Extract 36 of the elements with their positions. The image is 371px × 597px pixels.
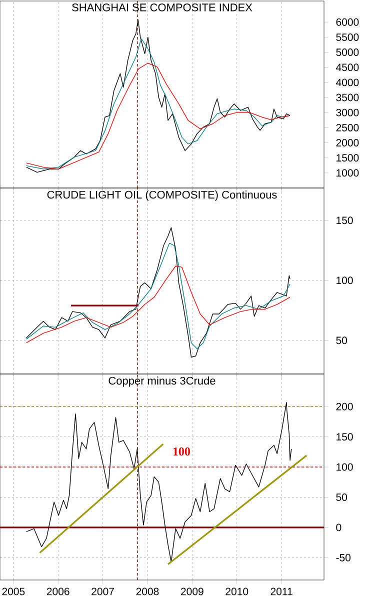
y-tick-label: 50 (336, 336, 348, 344)
y-tick-label: 4000 (336, 78, 359, 86)
y-tick-label: 50 (336, 494, 348, 501)
y-tick-label: 100 (336, 463, 353, 471)
y-tick-label: -50 (336, 554, 351, 562)
y-tick-label: 2500 (336, 124, 359, 132)
line-series (26, 402, 292, 562)
y-tick-label: 3500 (336, 94, 359, 102)
chart-title: SHANGHAI SE COMPOSITE INDEX (72, 4, 252, 12)
x-tick-label: 2006 (46, 588, 70, 596)
y-tick-label: 150 (336, 216, 353, 224)
x-tick-label: 2009 (181, 588, 204, 596)
line-series (26, 62, 290, 170)
y-tick-label: 150 (336, 433, 353, 441)
y-tick-label: 5000 (336, 48, 359, 56)
y-tick-label: 1500 (336, 154, 359, 162)
y-tick-label: 200 (336, 402, 353, 410)
y-tick-label: 100 (336, 276, 353, 284)
line-series (26, 266, 290, 344)
y-tick-label: 3000 (336, 108, 359, 116)
x-tick-label: 2008 (136, 588, 159, 596)
x-tick-label: 2011 (270, 588, 292, 596)
x-tick-label: 2010 (226, 588, 248, 596)
line-series (26, 227, 290, 358)
chart-title: Copper minus 3Crude (108, 376, 216, 387)
y-tick-label: 6000 (336, 18, 359, 26)
ref-line-label: 100 (173, 447, 190, 456)
x-tick-label: 2005 (2, 588, 25, 596)
y-tick-label: 1000 (336, 169, 359, 177)
y-tick-label: 0 (336, 524, 342, 532)
x-tick-label: 2007 (92, 588, 114, 596)
line-series (26, 242, 290, 350)
chart-title: CRUDE LIGHT OIL (COMPOSITE) Continuous (47, 190, 277, 201)
y-tick-label: 4500 (336, 64, 359, 72)
y-tick-label: 5500 (336, 33, 359, 41)
y-tick-label: 2000 (336, 139, 359, 146)
